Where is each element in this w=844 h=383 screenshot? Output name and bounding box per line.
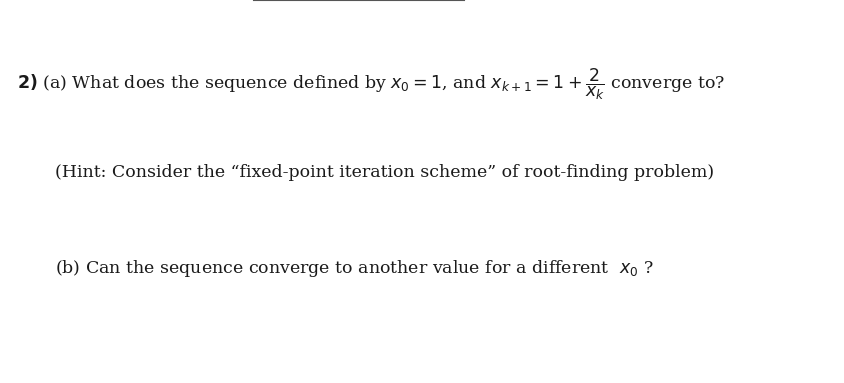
Text: (Hint: Consider the “fixed-point iteration scheme” of root-finding problem): (Hint: Consider the “fixed-point iterati… — [55, 164, 714, 181]
Text: (b) Can the sequence converge to another value for a different  $x_0$ ?: (b) Can the sequence converge to another… — [55, 258, 653, 278]
Text: $\mathbf{2)}$ (a) What does the sequence defined by $x_0 = 1$, and $x_{k+1} = 1+: $\mathbf{2)}$ (a) What does the sequence… — [17, 67, 725, 102]
